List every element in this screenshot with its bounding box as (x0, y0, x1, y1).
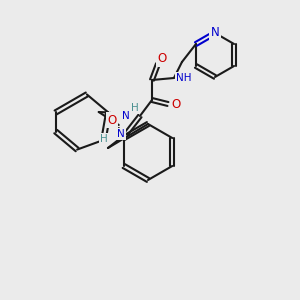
Text: O: O (157, 52, 167, 65)
Text: O: O (107, 113, 116, 127)
Text: N: N (122, 111, 130, 121)
Text: N: N (211, 26, 219, 40)
Text: H: H (131, 103, 139, 113)
Text: N: N (117, 129, 125, 139)
Text: O: O (171, 98, 181, 110)
Text: NH: NH (176, 73, 192, 83)
Text: H: H (100, 134, 108, 144)
